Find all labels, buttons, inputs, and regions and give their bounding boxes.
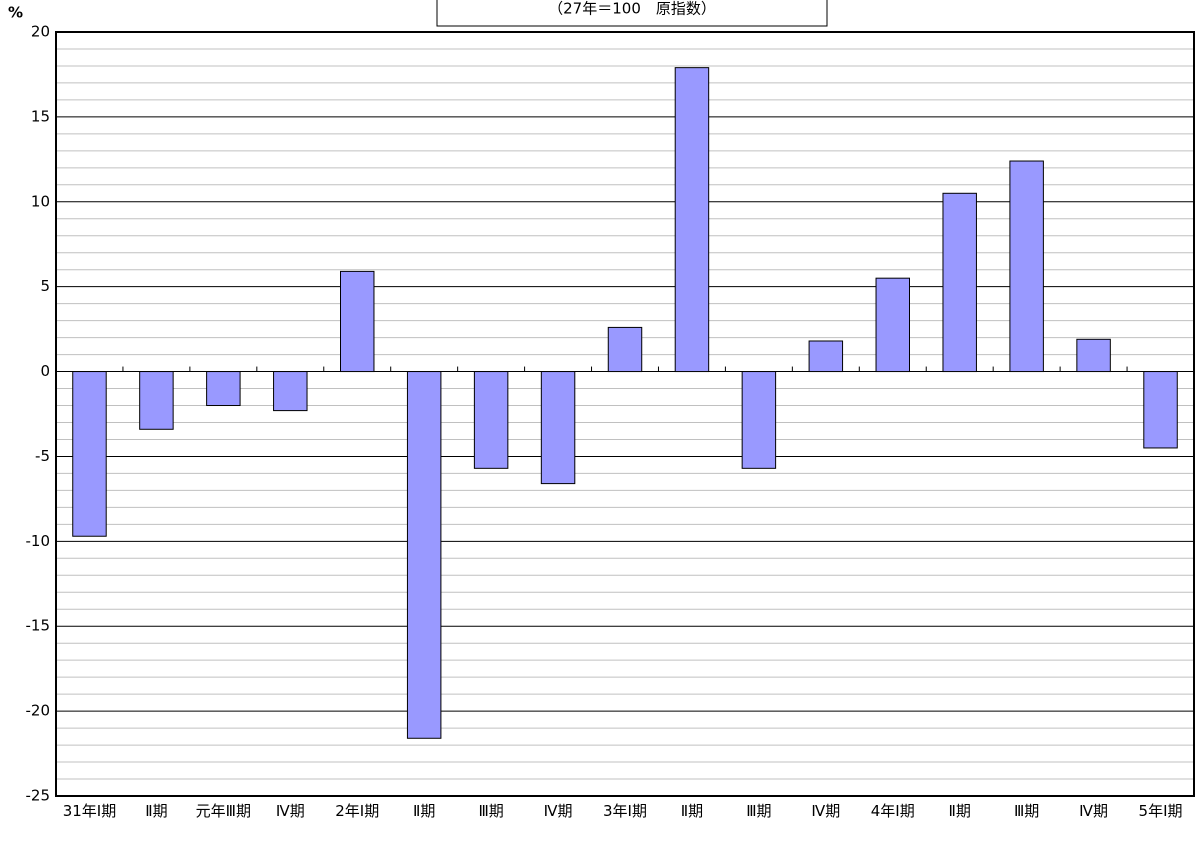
chart-title: （27年＝100 原指数） <box>548 0 716 18</box>
bar <box>875 277 911 373</box>
x-tick-label: 31年Ⅰ期 <box>62 802 117 820</box>
y-tick-label: 0 <box>40 362 50 380</box>
bar <box>406 371 442 739</box>
bar <box>206 371 241 407</box>
bar <box>72 371 107 537</box>
x-tick-label: 4年Ⅰ期 <box>870 802 915 820</box>
y-tick-label: -15 <box>26 617 51 635</box>
bar <box>1009 160 1044 373</box>
x-tick-label: Ⅳ期 <box>275 802 305 820</box>
bar <box>273 371 308 412</box>
x-tick-label: Ⅲ期 <box>478 802 504 820</box>
bar <box>340 270 375 373</box>
y-tick-label: 15 <box>31 107 50 125</box>
x-tick-label: 3年Ⅰ期 <box>603 802 647 820</box>
bar <box>139 371 174 430</box>
y-tick-label: 20 <box>31 23 50 41</box>
x-tick-label: Ⅱ期 <box>412 802 436 820</box>
y-tick-label: -20 <box>26 702 51 720</box>
y-tick-label: -5 <box>35 447 50 465</box>
bar <box>808 340 844 373</box>
y-tick-label: -25 <box>26 787 51 805</box>
bar <box>674 67 710 373</box>
y-tick-label: 10 <box>31 192 50 210</box>
x-tick-label: Ⅱ期 <box>680 802 704 820</box>
x-tick-label: 元年Ⅲ期 <box>195 802 252 820</box>
y-tick-label: 5 <box>40 277 50 295</box>
x-tick-label: Ⅱ期 <box>145 802 168 820</box>
x-tick-label: 2年Ⅰ期 <box>335 802 380 820</box>
y-unit: % <box>8 4 23 22</box>
x-tick-label: Ⅲ期 <box>1013 802 1040 820</box>
bar <box>1076 338 1111 373</box>
title-box <box>436 0 828 27</box>
bar <box>473 371 509 469</box>
bar <box>540 371 576 485</box>
bar <box>942 192 977 373</box>
bar <box>741 371 777 469</box>
x-tick-label: Ⅳ期 <box>1079 802 1108 820</box>
x-tick-label: 5年Ⅰ期 <box>1138 802 1183 820</box>
x-tick-label: Ⅱ期 <box>948 802 971 820</box>
x-tick-label: Ⅳ期 <box>543 802 573 820</box>
bar <box>1143 371 1178 449</box>
y-tick-label: -10 <box>26 532 51 550</box>
bar <box>607 326 643 373</box>
plot-frame <box>55 31 1195 797</box>
x-tick-label: Ⅲ期 <box>746 802 772 820</box>
x-tick-label: Ⅳ期 <box>811 802 841 820</box>
